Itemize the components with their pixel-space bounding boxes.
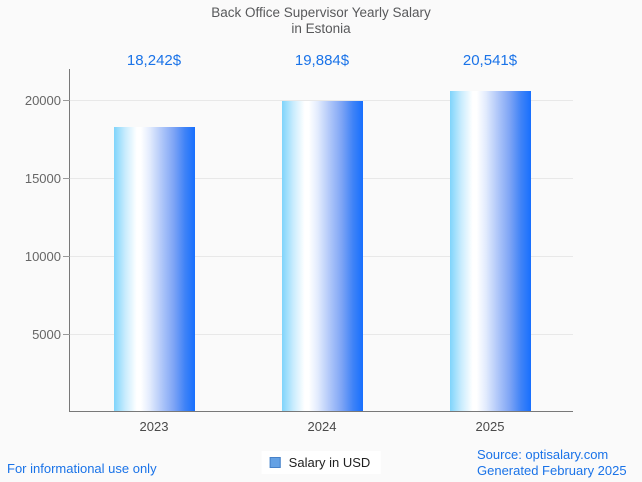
y-axis-label: 20000 — [24, 93, 61, 109]
footer-note: For informational use only — [7, 461, 157, 476]
legend-label: Salary in USD — [288, 455, 371, 470]
x-axis-label: 2024 — [307, 419, 337, 434]
chart-title: Back Office Supervisor Yearly Salary in … — [0, 5, 642, 37]
bar-value-label: 19,884$ — [294, 52, 350, 69]
generated-line: Generated February 2025 — [477, 462, 627, 478]
bar-value-label: 18,242$ — [126, 52, 182, 69]
legend[interactable]: Salary in USD — [261, 451, 381, 474]
y-axis-label: 10000 — [24, 249, 61, 265]
bar[interactable] — [449, 90, 531, 411]
chart-title-line2: in Estonia — [291, 21, 351, 36]
bar[interactable] — [281, 101, 363, 411]
x-axis-label: 2025 — [475, 419, 505, 434]
y-axis-tick — [63, 334, 70, 336]
chart-title-line1: Back Office Supervisor Yearly Salary — [211, 5, 431, 20]
y-axis-label: 5000 — [32, 327, 61, 343]
source-attribution[interactable]: Source: optisalary.com Generated Februar… — [477, 447, 627, 478]
gridline — [70, 100, 573, 102]
y-axis-tick — [63, 256, 70, 258]
y-axis-label: 15000 — [24, 171, 61, 187]
source-line[interactable]: Source: optisalary.com — [477, 447, 609, 462]
y-axis-tick — [63, 178, 70, 180]
bar-value-label: 20,541$ — [462, 52, 518, 69]
plot-area: 5000 10000 15000 20000 2023 18,242$ 2024 19,884… — [25, 52, 573, 434]
bar[interactable] — [113, 126, 195, 411]
legend-swatch-icon — [269, 457, 281, 468]
y-axis-tick — [63, 100, 70, 102]
x-axis-label: 2023 — [139, 419, 169, 434]
